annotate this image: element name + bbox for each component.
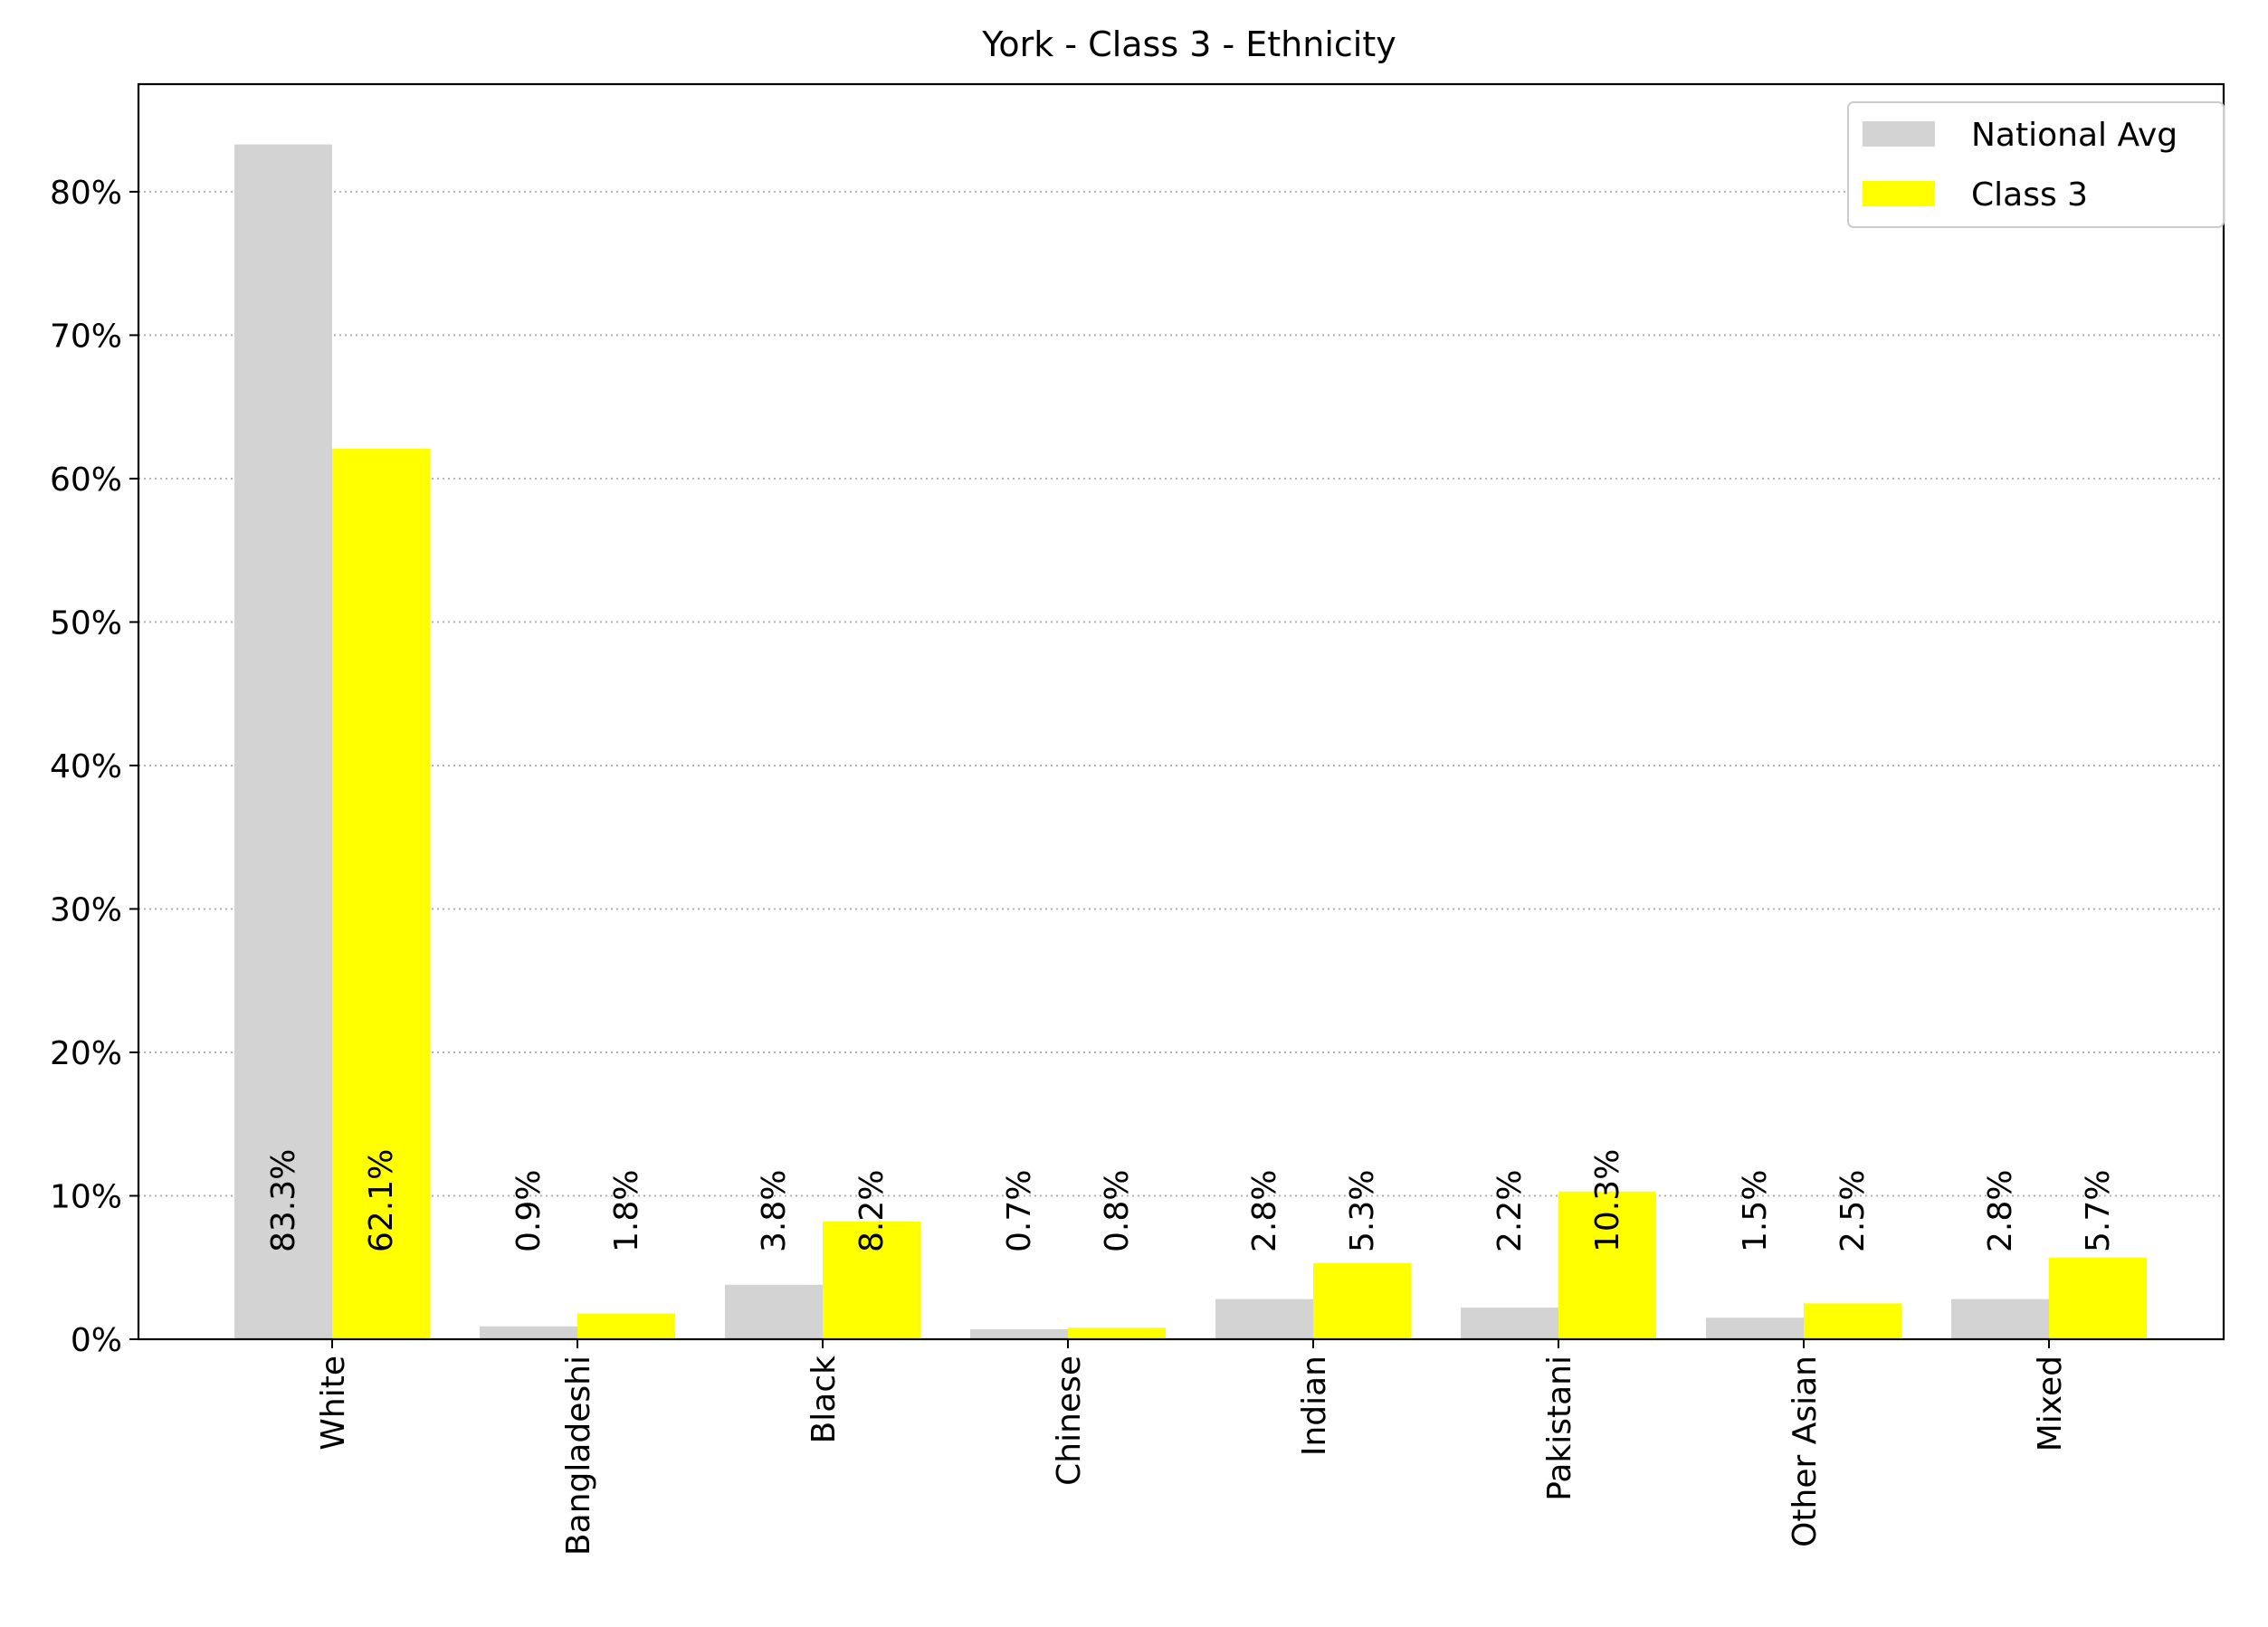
y-tick-label: 40% <box>50 748 122 785</box>
x-tick-label: Black <box>805 1356 843 1444</box>
x-tick-label: Other Asian <box>1787 1356 1824 1547</box>
y-tick-label: 50% <box>50 604 122 642</box>
bar-class-3 <box>1068 1327 1166 1339</box>
y-tick-label: 20% <box>50 1035 122 1072</box>
bar-class-3 <box>332 448 430 1339</box>
bar-national-avg <box>480 1326 577 1339</box>
bar-value-label: 0.7% <box>1001 1170 1038 1252</box>
bar-national-avg <box>234 144 332 1339</box>
bar-value-label: 2.2% <box>1491 1170 1529 1252</box>
y-tick-label: 0% <box>71 1322 122 1359</box>
bars <box>234 144 2147 1339</box>
bar-national-avg <box>970 1328 1068 1339</box>
bar-value-label: 2.8% <box>1982 1170 2019 1252</box>
bar-value-label: 1.5% <box>1737 1170 1774 1252</box>
bar-national-avg <box>1215 1299 1313 1339</box>
bar-value-label: 5.3% <box>1344 1170 1381 1252</box>
plot-frame <box>137 82 2225 1341</box>
bar-national-avg <box>1461 1308 1558 1339</box>
legend-box <box>1847 101 2225 228</box>
legend-label: Class 3 <box>1971 176 2088 214</box>
bar-class-3 <box>1313 1262 1411 1339</box>
y-tick-label: 70% <box>50 318 122 355</box>
legend-label: National Avg <box>1971 117 2177 154</box>
bar-value-label: 0.8% <box>1099 1170 1136 1252</box>
bar-value-label: 62.1% <box>363 1149 400 1252</box>
bar-value-label: 2.8% <box>1246 1170 1283 1252</box>
x-tick-label: Pakistani <box>1541 1356 1578 1501</box>
bar-class-3 <box>577 1313 675 1339</box>
y-tick-label: 60% <box>50 461 122 499</box>
y-tick-label: 80% <box>50 175 122 212</box>
y-tick-label: 10% <box>50 1178 122 1215</box>
axes: 0% 10% 20% 30% 40% 50% 60% 70% 80% White Banglades… <box>50 175 2069 1556</box>
bar-value-label: 10.3% <box>1589 1149 1626 1252</box>
bar-national-avg <box>1706 1318 1804 1339</box>
bar-value-labels: 83.3% 0.9% 3.8% 0.7% 2.8% 2.2% 1.5% 2.8% 62.1% 1.… <box>265 1149 2117 1252</box>
bar-class-3 <box>2049 1257 2147 1339</box>
bar-value-label: 3.8% <box>756 1170 793 1252</box>
bar-class-3 <box>823 1222 920 1339</box>
bar-class-3 <box>1558 1191 1656 1339</box>
bar-value-label: 5.7% <box>2080 1170 2117 1252</box>
x-tick-label: Mixed <box>2032 1356 2069 1451</box>
bar-value-label: 8.2% <box>853 1170 891 1252</box>
legend-swatch <box>1863 121 1935 147</box>
bar-value-label: 0.9% <box>510 1170 548 1252</box>
bar-national-avg <box>1951 1299 2049 1339</box>
y-tick-label: 30% <box>50 891 122 928</box>
bar-national-avg <box>725 1284 823 1339</box>
x-tick-label: Indian <box>1296 1356 1333 1456</box>
bar-value-label: 83.3% <box>265 1149 302 1252</box>
bar-value-label: 1.8% <box>608 1170 645 1252</box>
bar-class-3 <box>1804 1303 1901 1339</box>
legend: National Avg Class 3 <box>1847 101 2225 228</box>
x-tick-label: White <box>315 1356 352 1451</box>
legend-swatch <box>1863 181 1935 206</box>
x-tick-label: Chinese <box>1051 1356 1088 1486</box>
bar-value-label: 2.5% <box>1834 1170 1872 1252</box>
chart-title: York - Class 3 - Ethnicity <box>981 24 1396 64</box>
x-tick-label: Bangladeshi <box>560 1356 597 1556</box>
